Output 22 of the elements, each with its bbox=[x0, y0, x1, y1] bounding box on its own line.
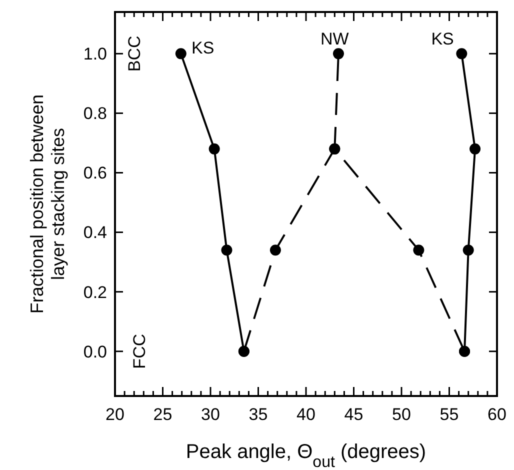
annotation: NW bbox=[320, 30, 349, 49]
y-tick-label: 0.4 bbox=[83, 223, 107, 242]
y-tick-label: 0.6 bbox=[83, 164, 107, 183]
annotation: KS bbox=[431, 30, 454, 49]
x-tick-label: 60 bbox=[488, 405, 506, 424]
y-tick-label: 0.2 bbox=[83, 282, 107, 302]
annotation: FCC bbox=[130, 334, 149, 369]
y-tick-label: 1.0 bbox=[83, 44, 107, 64]
y-tick-label: 0.8 bbox=[83, 104, 107, 124]
x-tick-label: 35 bbox=[248, 405, 268, 424]
x-tick-label: 25 bbox=[153, 405, 172, 424]
y-tick-label: 0.0 bbox=[83, 342, 107, 362]
x-tick-label: 45 bbox=[344, 405, 364, 424]
annotation: BCC bbox=[125, 36, 144, 72]
x-tick-label: 50 bbox=[392, 405, 411, 424]
y-axis-title: Fractional position between layer stacking sites bbox=[27, 94, 68, 314]
x-tick-label: 20 bbox=[106, 405, 124, 424]
x-tick-label: 40 bbox=[296, 405, 316, 424]
x-tick-label: 30 bbox=[201, 405, 220, 424]
x-axis-title: Peak angle, Θ$_{out}$ (degrees) bbox=[186, 441, 426, 470]
annotation: KS bbox=[192, 38, 214, 58]
x-tick-label: 55 bbox=[440, 405, 459, 424]
